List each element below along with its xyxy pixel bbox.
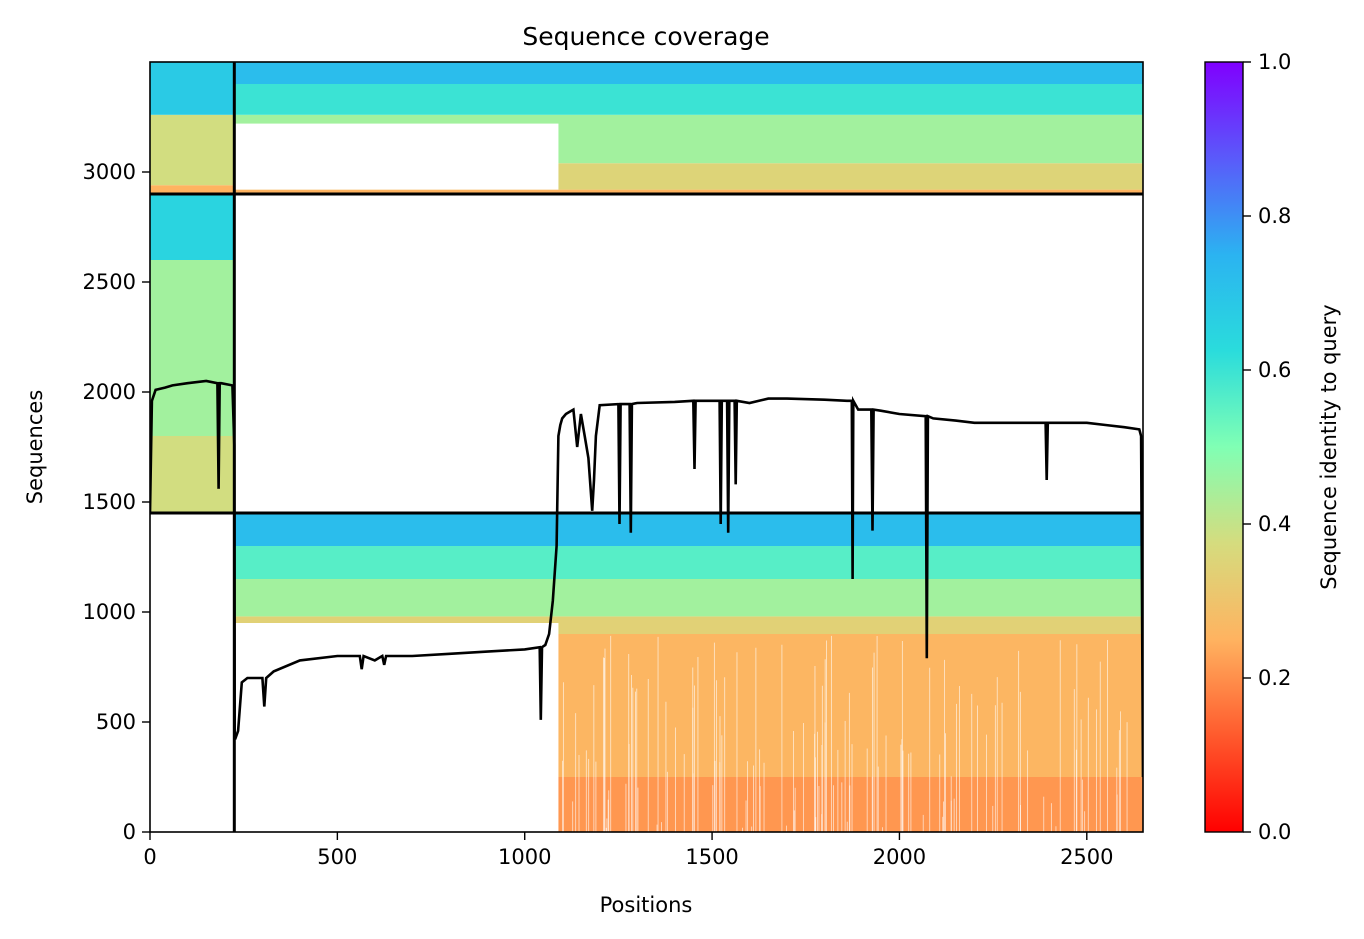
x-tick-label: 0	[143, 845, 156, 869]
x-axis: 0 500 1000 1500 2000 2500	[143, 832, 1114, 869]
colorbar-tick-label: 0.8	[1258, 204, 1291, 228]
heatmap-band-2-5	[234, 513, 1143, 546]
chart-title: Sequence coverage	[522, 22, 769, 51]
heatmap-band-1-5	[150, 62, 235, 115]
colorbar	[1204, 61, 1244, 833]
colorbar-axis: 0.0 0.2 0.4 0.6 0.8 1.0	[1243, 50, 1291, 844]
heatmap-empty-region-0	[234, 123, 559, 190]
y-tick-label: 2500	[83, 270, 136, 294]
x-tick-label: 1500	[685, 845, 738, 869]
y-tick-label: 500	[96, 710, 136, 734]
coverage-heatmap	[150, 62, 1143, 832]
heatmap-empty-region-2	[234, 623, 559, 832]
heatmap-band-2-4	[234, 546, 1143, 579]
x-tick-label: 1000	[498, 845, 551, 869]
coverage-line	[150, 379, 1143, 778]
colorbar-tick-label: 0.2	[1258, 666, 1291, 690]
y-tick-label: 0	[123, 820, 136, 844]
x-tick-label: 500	[317, 845, 357, 869]
colorbar-tick-label: 0.4	[1258, 512, 1291, 536]
heatmap-band-0-4	[234, 62, 1143, 84]
y-axis: 0 500 1000 1500 2000 2500 3000	[83, 160, 150, 844]
x-tick-label: 2500	[1060, 845, 1113, 869]
x-axis-label: Positions	[600, 893, 693, 917]
heatmap-band-1-0	[150, 436, 235, 513]
heatmap-band-1-4	[150, 114, 235, 186]
y-axis-label: Sequences	[23, 390, 47, 505]
heatmap-band-1-2	[150, 194, 235, 260]
colorbar-label: Sequence identity to query	[1317, 304, 1341, 589]
colorbar-tick-label: 0.0	[1258, 820, 1291, 844]
y-tick-label: 2000	[83, 380, 136, 404]
plot-frame	[149, 61, 1144, 833]
heatmap-band-2-3	[234, 579, 1143, 617]
colorbar-tick-label: 1.0	[1258, 50, 1291, 74]
y-tick-label: 1500	[83, 490, 136, 514]
heatmap-band-0-0	[234, 189, 1143, 194]
y-tick-label: 3000	[83, 160, 136, 184]
heatmap-band-1-1	[150, 260, 235, 436]
colorbar-tick-label: 0.6	[1258, 358, 1291, 382]
heatmap-band-0-3	[234, 84, 1143, 115]
x-tick-label: 2000	[873, 845, 926, 869]
heatmap-band-1-3	[150, 185, 235, 194]
y-tick-label: 1000	[83, 600, 136, 624]
